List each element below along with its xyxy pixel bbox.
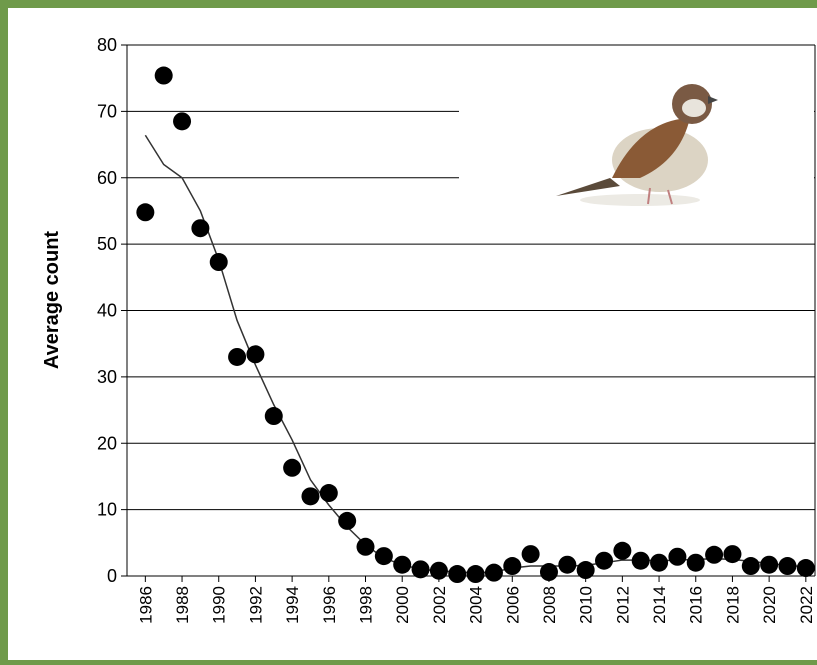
data-point [650, 553, 669, 572]
data-point [228, 347, 247, 366]
x-tick-label: 2022 [797, 586, 816, 624]
x-tick-label: 1994 [283, 586, 302, 624]
data-point [686, 553, 705, 572]
tail [556, 178, 620, 196]
data-point [796, 559, 815, 578]
data-point [484, 563, 503, 582]
data-point [613, 541, 632, 560]
x-tick-label: 2020 [760, 586, 779, 624]
x-tick-label: 2008 [540, 586, 559, 624]
data-point [558, 555, 577, 574]
data-point [246, 345, 265, 364]
data-point [264, 407, 283, 426]
data-point [154, 66, 173, 85]
cheek [682, 99, 706, 117]
data-point [778, 557, 797, 576]
data-point [723, 545, 742, 564]
data-point [576, 561, 595, 580]
data-point [136, 203, 155, 222]
x-tick-label: 1986 [136, 586, 155, 624]
data-point [283, 458, 302, 477]
data-point [356, 537, 375, 556]
x-tick-label: 2006 [503, 586, 522, 624]
data-point [668, 547, 687, 566]
x-tick-label: 1990 [210, 586, 229, 624]
y-axis-label: Average count [41, 231, 63, 370]
data-point [448, 565, 467, 584]
marks [136, 66, 815, 584]
y-tick-label: 30 [97, 367, 117, 387]
data-point [319, 484, 338, 503]
y-tick-label: 60 [97, 168, 117, 188]
x-tick-label: 1992 [246, 586, 265, 624]
x-tick-label: 2002 [430, 586, 449, 624]
data-point [393, 555, 412, 574]
y-tick-label: 20 [97, 433, 117, 453]
data-point [595, 551, 614, 570]
ground [580, 194, 700, 206]
y-tick-label: 40 [97, 301, 117, 321]
wing [612, 118, 690, 178]
data-point [411, 560, 430, 579]
bird-illustration [459, 50, 814, 242]
x-tick-label: 2012 [613, 586, 632, 624]
x-tick-label: 1988 [173, 586, 192, 624]
data-point [539, 563, 558, 582]
data-point [301, 487, 320, 506]
y-tick-label: 0 [107, 566, 117, 586]
data-point [209, 253, 228, 272]
y-tick-label: 70 [97, 101, 117, 121]
x-tick-label: 2000 [393, 586, 412, 624]
data-point [338, 511, 357, 530]
y-tick-label: 10 [97, 500, 117, 520]
x-tick-label: 2018 [723, 586, 742, 624]
data-point [521, 545, 540, 564]
data-point [374, 547, 393, 566]
x-tick-label: 2004 [467, 586, 486, 624]
data-point [741, 557, 760, 576]
data-point [760, 555, 779, 574]
data-point [631, 551, 650, 570]
data-point [429, 561, 448, 580]
legs [647, 187, 673, 205]
data-point [705, 545, 724, 564]
data-point [503, 557, 522, 576]
x-tick-label: 2010 [577, 586, 596, 624]
x-tick-label: 2014 [650, 586, 669, 624]
data-point [466, 565, 485, 584]
x-tick-label: 2016 [687, 586, 706, 624]
data-point [191, 219, 210, 238]
data-point [173, 112, 192, 131]
y-tick-label: 80 [97, 35, 117, 55]
y-tick-label: 50 [97, 234, 117, 254]
x-tick-label: 1998 [357, 586, 376, 624]
x-tick-label: 1996 [320, 586, 339, 624]
beak [708, 96, 718, 104]
